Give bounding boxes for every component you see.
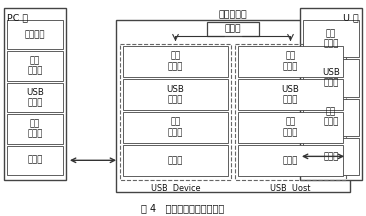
Bar — [238, 46, 343, 77]
Bar — [303, 20, 359, 57]
Bar — [235, 44, 346, 180]
Text: 硬件
抽象层: 硬件 抽象层 — [168, 118, 183, 137]
Text: 安全控制器: 安全控制器 — [219, 10, 247, 19]
Bar — [120, 44, 231, 180]
Text: 硬件
抽象层: 硬件 抽象层 — [283, 118, 298, 137]
Text: 加解密: 加解密 — [225, 24, 241, 33]
Bar — [7, 20, 63, 49]
Text: 文件系统: 文件系统 — [25, 30, 45, 39]
Bar — [238, 112, 343, 143]
Text: 批量
传输层: 批量 传输层 — [323, 29, 339, 48]
Bar — [123, 112, 228, 143]
Bar — [303, 138, 359, 175]
Text: 硬件层: 硬件层 — [168, 156, 183, 165]
Bar — [303, 59, 359, 97]
Text: 批量
传输层: 批量 传输层 — [27, 56, 43, 76]
Bar — [7, 51, 63, 81]
Text: USB
协议层: USB 协议层 — [322, 68, 340, 87]
Bar — [303, 98, 359, 136]
Bar — [116, 20, 350, 192]
Text: 硬件
抽象层: 硬件 抽象层 — [323, 107, 339, 127]
Bar — [123, 46, 228, 77]
Bar — [7, 146, 63, 175]
Bar — [7, 83, 63, 112]
Bar — [238, 145, 343, 176]
Text: 批量
传输层: 批量 传输层 — [168, 52, 183, 71]
Text: 批量
传输层: 批量 传输层 — [283, 52, 298, 71]
Text: 硬件
抽象层: 硬件 抽象层 — [27, 119, 43, 139]
Bar — [123, 79, 228, 110]
Bar — [4, 8, 66, 180]
Bar — [207, 22, 259, 36]
Text: 硬件层: 硬件层 — [323, 152, 339, 161]
Bar — [300, 8, 362, 180]
Text: USB
协议层: USB 协议层 — [281, 85, 299, 104]
Text: PC 机: PC 机 — [7, 13, 28, 22]
Text: USB  Uost: USB Uost — [270, 184, 311, 193]
Text: USB
协议层: USB 协议层 — [26, 88, 44, 107]
Text: 硬件层: 硬件层 — [27, 156, 43, 165]
Text: 图 4   控制器固件层次的划分: 图 4 控制器固件层次的划分 — [141, 203, 225, 213]
Bar — [238, 79, 343, 110]
Text: USB  Device: USB Device — [151, 184, 200, 193]
Bar — [123, 145, 228, 176]
Bar — [7, 114, 63, 144]
Text: USB
协议层: USB 协议层 — [167, 85, 184, 104]
Text: U 盘: U 盘 — [343, 13, 359, 22]
Text: 硬件层: 硬件层 — [283, 156, 298, 165]
